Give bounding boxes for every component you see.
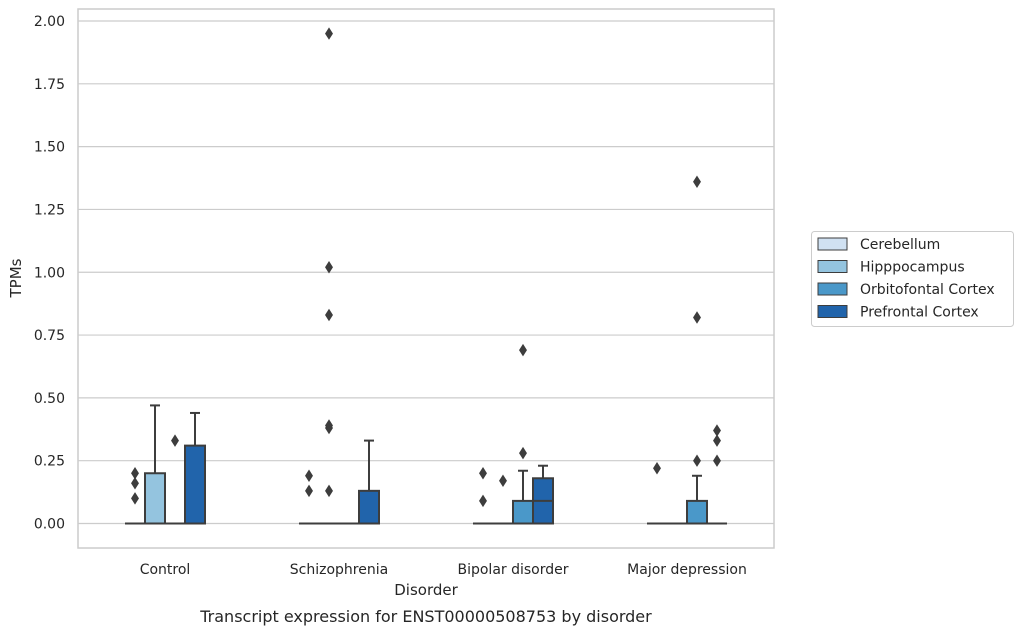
outlier-point xyxy=(305,484,313,498)
outlier-point xyxy=(305,469,313,483)
box-prefrontal-cortex xyxy=(532,464,554,525)
y-tick-label: 0.50 xyxy=(34,391,65,407)
box-body xyxy=(512,499,534,525)
gridlines xyxy=(78,20,774,525)
x-tick-label: Schizophrenia xyxy=(290,562,388,578)
y-axis-title: TPMs xyxy=(7,258,25,298)
outlier-point xyxy=(325,308,333,322)
box-orbitofontal-cortex xyxy=(512,343,534,525)
outlier-point xyxy=(479,467,487,480)
outlier-point xyxy=(519,446,527,460)
y-tick-label: 2.00 xyxy=(34,14,65,30)
outlier-point xyxy=(325,484,333,498)
box-body xyxy=(358,489,380,525)
outlier-point xyxy=(479,494,487,508)
outlier-point xyxy=(713,434,721,447)
chart-caption: Transcript expression for ENST0000050875… xyxy=(199,607,652,626)
box-hipppocampus xyxy=(144,404,166,525)
box-cerebellum xyxy=(473,467,493,525)
legend-swatch xyxy=(817,305,848,318)
outlier-point xyxy=(499,474,507,488)
box-body xyxy=(686,499,708,525)
outlier-point xyxy=(325,27,333,40)
legend: Cerebellum Hipppocampus Orbitofontal Corte… xyxy=(811,231,1014,327)
box-prefrontal-cortex xyxy=(358,439,380,525)
outlier-point xyxy=(653,461,661,475)
box-hipppocampus xyxy=(493,474,513,525)
legend-label: Cerebellum xyxy=(860,237,940,253)
y-tick-label: 0.25 xyxy=(34,454,65,470)
box-orbitofontal-cortex xyxy=(686,175,708,525)
outlier-point xyxy=(131,467,139,480)
x-axis-title: Disorder xyxy=(394,581,458,599)
outlier-point xyxy=(693,311,701,324)
outlier-point xyxy=(713,424,721,437)
legend-label: Hipppocampus xyxy=(860,260,965,276)
legend-label: Orbitofontal Cortex xyxy=(860,282,995,298)
outlier-point xyxy=(131,492,139,505)
box-body xyxy=(144,472,166,525)
box-body xyxy=(184,444,206,525)
legend-swatch xyxy=(817,282,848,296)
box-prefrontal-cortex xyxy=(184,411,206,525)
outlier-point xyxy=(693,175,701,189)
box-hipppocampus xyxy=(319,27,339,525)
outlier-point xyxy=(713,454,721,467)
y-tick-label: 0.75 xyxy=(34,328,65,344)
x-tick-label: Control xyxy=(140,562,191,578)
outlier-point xyxy=(693,454,701,467)
legend-label: Prefrontal Cortex xyxy=(860,305,979,321)
legend-frame xyxy=(811,231,1014,327)
box-orbitofontal-cortex xyxy=(165,434,185,525)
box-cerebellum xyxy=(125,467,145,525)
y-tick-label: 1.75 xyxy=(34,77,65,93)
box-cerebellum xyxy=(647,461,667,525)
box-cerebellum xyxy=(299,469,319,525)
plot-marks xyxy=(125,27,727,525)
y-tick-label: 1.00 xyxy=(34,265,65,281)
outlier-point xyxy=(131,477,139,490)
outlier-point xyxy=(325,419,333,432)
legend-swatch xyxy=(817,237,848,251)
y-tick-label: 0.00 xyxy=(34,517,65,533)
outlier-point xyxy=(171,434,179,447)
outlier-point xyxy=(325,260,333,274)
x-tick-label: Bipolar disorder xyxy=(457,562,568,578)
x-tick-label: Major depression xyxy=(627,562,747,578)
y-tick-label: 1.50 xyxy=(34,140,65,156)
plot-frame xyxy=(77,8,775,549)
legend-swatch xyxy=(817,260,848,273)
box-prefrontal-cortex xyxy=(707,424,727,525)
y-tick-label: 1.25 xyxy=(34,202,65,218)
outlier-point xyxy=(519,343,527,357)
axes: 0.00 0.25 0.50 0.75 1.00 1.25 1.50 1.75 2.00 Cont… xyxy=(34,8,775,578)
